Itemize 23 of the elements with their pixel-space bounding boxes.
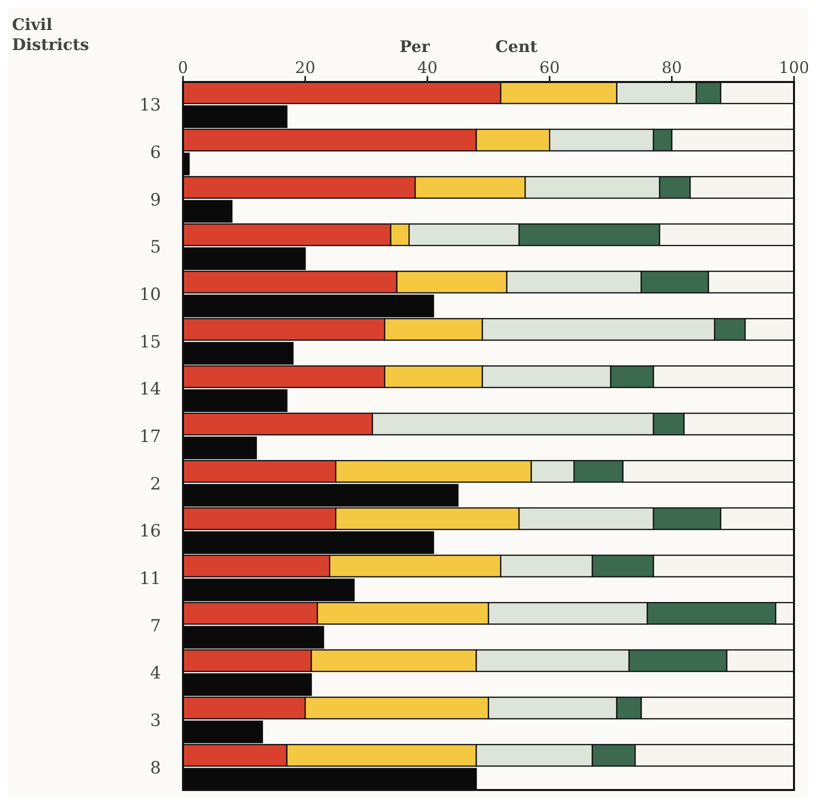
y-tick-label: 17 [139, 427, 161, 447]
y-tick-label: 3 [150, 710, 161, 731]
y-tick-label: 7 [150, 616, 161, 636]
x-tick-label: 0 [178, 58, 188, 77]
y-tick-label: 9 [150, 190, 161, 210]
y-tick-label: 15 [139, 332, 161, 352]
y-tick-label: 10 [139, 285, 161, 306]
y-tick-label: 11 [139, 568, 161, 589]
y-tick-label: 13 [139, 96, 161, 116]
y-tick-label: 6 [150, 143, 161, 164]
y-tick-label: 14 [139, 380, 161, 400]
x-axis-title: Per Cent [400, 37, 538, 56]
x-tick-label: 40 [417, 58, 438, 77]
y-tick-label: 16 [139, 522, 161, 542]
x-tick-label: 100 [778, 58, 810, 77]
y-tick-label: 4 [150, 664, 161, 684]
x-tick-label: 60 [539, 58, 560, 77]
y-tick-label: 2 [150, 474, 161, 494]
x-tick-label: 80 [662, 58, 682, 77]
y-tick-label: 8 [150, 758, 161, 778]
x-tick-label: 20 [295, 58, 316, 77]
y-tick-label: 5 [150, 238, 161, 258]
y-axis-title: Civil Districts [12, 15, 89, 54]
